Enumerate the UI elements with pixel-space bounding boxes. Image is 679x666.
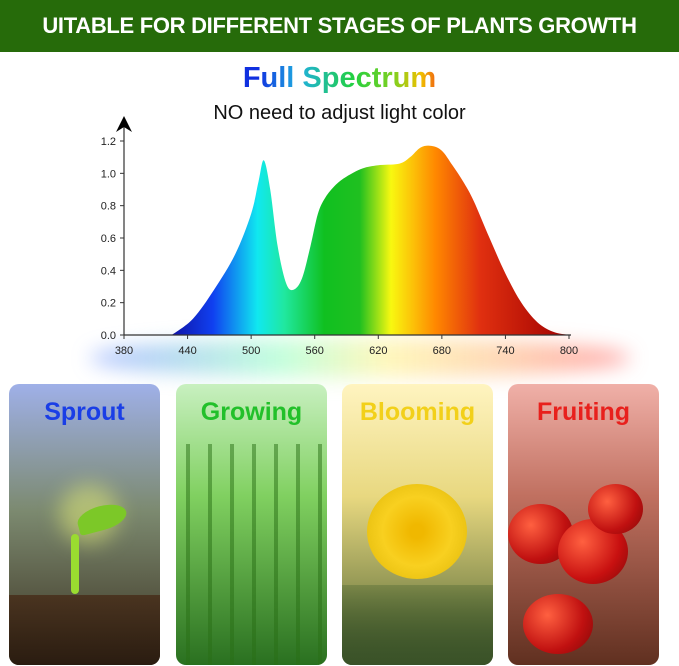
x-tick-label: 560 bbox=[306, 345, 324, 357]
stage-card-blooming: Blooming bbox=[342, 384, 493, 665]
x-tick-label: 440 bbox=[178, 345, 196, 357]
stage-label: Fruiting bbox=[536, 398, 631, 426]
stage-card-growing: Growing bbox=[176, 384, 327, 665]
stage-label: Blooming bbox=[359, 398, 476, 426]
y-axis-arrow-icon bbox=[116, 116, 132, 132]
y-tick-label: 1.0 bbox=[101, 168, 116, 180]
chart-title: Full Spectrum bbox=[0, 62, 679, 95]
x-tick-label: 380 bbox=[115, 345, 133, 357]
y-tick-label: 0.4 bbox=[101, 265, 116, 277]
banner: UITABLE FOR DIFFERENT STAGES OF PLANTS G… bbox=[0, 0, 679, 52]
y-tick-label: 0.8 bbox=[101, 201, 116, 213]
spectrum-area bbox=[171, 145, 569, 335]
y-tick-label: 0.0 bbox=[101, 330, 116, 342]
x-tick-label: 680 bbox=[433, 345, 451, 357]
stage-label: Growing bbox=[200, 398, 303, 426]
y-tick-label: 1.2 bbox=[101, 136, 116, 148]
banner-text: UITABLE FOR DIFFERENT STAGES OF PLANTS G… bbox=[42, 13, 637, 38]
spectrum-glow bbox=[90, 338, 630, 378]
stage-label: Sprout bbox=[44, 398, 125, 426]
seedlings-image bbox=[176, 444, 327, 665]
x-tick-label: 740 bbox=[496, 345, 514, 357]
y-tick-label: 0.6 bbox=[101, 233, 116, 245]
stage-card-sprout: Sprout bbox=[9, 384, 160, 665]
stage-card-fruiting: Fruiting bbox=[508, 384, 659, 665]
spectrum-chart: 380 440 500 560 620 680 740 800 0.0 0.2 0.4 0.6 0.8 1… bbox=[101, 116, 578, 357]
tomatoes-image bbox=[508, 444, 659, 665]
sprout-image bbox=[9, 444, 160, 665]
flower-image bbox=[342, 444, 493, 665]
chart-subtitle: NO need to adjust light color bbox=[213, 102, 466, 124]
x-tick-label: 800 bbox=[560, 345, 578, 357]
y-tick-label: 0.2 bbox=[101, 298, 116, 310]
x-tick-label: 620 bbox=[369, 345, 387, 357]
x-tick-label: 500 bbox=[242, 345, 260, 357]
